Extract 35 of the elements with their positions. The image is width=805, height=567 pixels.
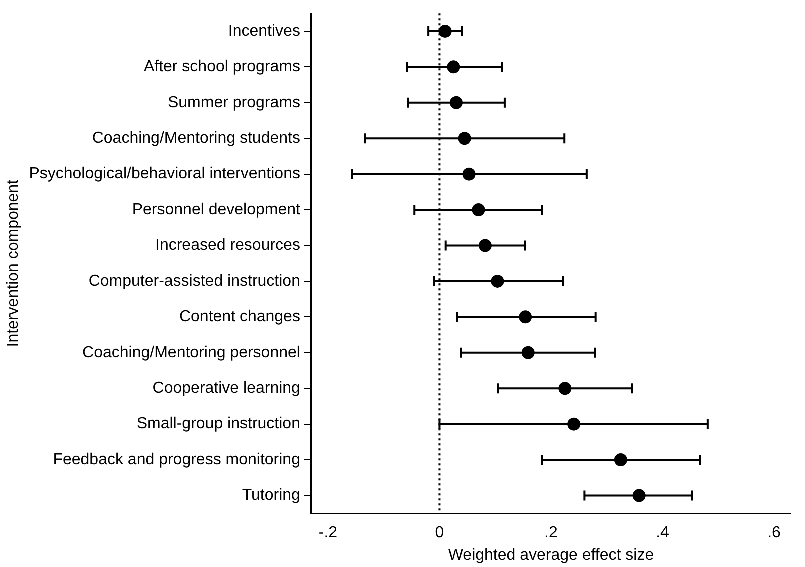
x-axis-title: Weighted average effect size bbox=[448, 546, 654, 564]
point bbox=[558, 382, 572, 396]
y-tick-label: Coaching/Mentoring personnel bbox=[82, 344, 300, 362]
y-tick-label: Increased resources bbox=[155, 237, 300, 254]
x-tick-label: 0 bbox=[435, 524, 444, 542]
point bbox=[522, 346, 535, 360]
point bbox=[491, 274, 504, 288]
x-tick-label: .2 bbox=[544, 524, 558, 542]
y-tick-label: Personnel development bbox=[132, 201, 302, 218]
x-tick-label: -.2 bbox=[318, 524, 338, 542]
point bbox=[438, 24, 452, 38]
y-tick-label: Computer-assisted instruction bbox=[88, 272, 300, 290]
x-tick-label: .4 bbox=[656, 524, 670, 542]
y-tick-label: Incentives bbox=[228, 22, 300, 40]
point bbox=[632, 489, 646, 502]
x-tick-label: .6 bbox=[768, 524, 782, 542]
y-tick-label: Coaching/Mentoring students bbox=[92, 130, 300, 148]
y-tick-label: Summer programs bbox=[168, 94, 300, 112]
point bbox=[568, 418, 581, 431]
point bbox=[614, 454, 628, 467]
y-tick-label: Tutoring bbox=[242, 487, 300, 504]
y-tick-label: Psychological/behavioral interventions bbox=[29, 166, 300, 183]
point bbox=[450, 96, 463, 110]
y-tick-label: Small-group instruction bbox=[136, 416, 300, 433]
y-tick-label: After school programs bbox=[144, 58, 300, 76]
point bbox=[478, 239, 492, 252]
y-tick-label: Feedback and progress monitoring bbox=[53, 451, 300, 468]
point bbox=[447, 60, 460, 74]
point bbox=[462, 168, 476, 181]
point bbox=[519, 310, 532, 324]
point bbox=[458, 132, 472, 146]
y-axis-title: Intervention component bbox=[5, 179, 22, 348]
y-tick-label: Content changes bbox=[179, 308, 300, 326]
y-tick-label: Cooperative learning bbox=[152, 380, 300, 398]
point bbox=[472, 204, 486, 217]
